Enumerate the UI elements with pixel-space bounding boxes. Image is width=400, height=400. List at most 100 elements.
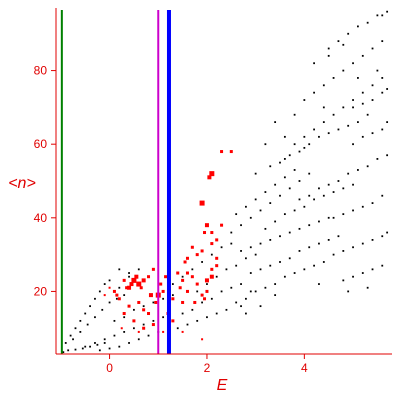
black-point: [342, 106, 345, 109]
black-point: [108, 301, 111, 304]
red-point: [162, 330, 165, 333]
black-point: [279, 235, 281, 238]
red-point: [125, 286, 129, 290]
black-point: [230, 231, 233, 234]
red-point: [204, 278, 209, 283]
black-point: [318, 187, 320, 190]
red-point: [220, 223, 224, 227]
black-point: [264, 286, 267, 289]
red-point: [137, 300, 141, 304]
black-point: [186, 323, 189, 326]
red-point: [136, 281, 142, 287]
black-point: [254, 253, 257, 256]
black-point: [201, 301, 203, 304]
red-point: [210, 242, 214, 246]
black-point: [366, 21, 369, 24]
red-point-series: [103, 150, 233, 341]
y-tick-label: 80: [34, 64, 48, 78]
red-point: [134, 274, 139, 279]
black-point: [371, 238, 374, 241]
black-point: [318, 283, 320, 285]
black-point: [128, 272, 130, 274]
red-point: [178, 286, 182, 290]
black-point: [381, 77, 384, 79]
axes: 0 2 4 20 40 60 80: [34, 8, 392, 375]
red-point: [201, 338, 204, 341]
red-point: [171, 319, 175, 323]
black-point: [318, 135, 320, 138]
black-point: [322, 194, 325, 197]
black-point: [249, 272, 252, 274]
black-point: [225, 268, 228, 271]
red-point: [181, 300, 185, 304]
black-point: [327, 183, 330, 186]
black-point: [210, 253, 213, 256]
red-point: [131, 277, 137, 283]
red-point: [176, 271, 180, 275]
black-point: [84, 345, 87, 348]
black-point: [371, 84, 374, 87]
red-point: [190, 245, 194, 249]
x-tick-label: 2: [204, 361, 211, 375]
black-point: [308, 246, 311, 249]
black-point: [361, 54, 364, 57]
black-point: [381, 40, 384, 43]
black-point: [381, 128, 384, 131]
red-point: [154, 300, 158, 304]
red-point: [115, 293, 119, 297]
black-point: [298, 198, 301, 201]
black-point: [283, 213, 286, 216]
black-point: [230, 242, 233, 245]
black-point: [293, 169, 296, 171]
black-point: [142, 323, 145, 326]
black-point: [118, 345, 121, 348]
black-point: [181, 275, 184, 278]
black-point: [332, 113, 335, 116]
red-point: [209, 274, 214, 279]
red-point: [215, 256, 219, 260]
red-point: [151, 323, 155, 327]
black-point: [240, 250, 242, 252]
black-point: [303, 99, 306, 101]
red-point: [183, 260, 187, 264]
y-tick-label: 40: [34, 211, 48, 225]
red-point: [204, 223, 209, 228]
red-point: [195, 253, 199, 257]
black-point: [152, 301, 155, 304]
red-point: [148, 293, 153, 298]
black-point: [386, 121, 389, 124]
red-point: [215, 238, 219, 242]
black-point: [201, 261, 203, 263]
black-point: [220, 290, 223, 293]
black-point: [288, 257, 291, 260]
black-point: [327, 54, 330, 57]
black-point: [327, 47, 330, 50]
red-point: [181, 278, 185, 282]
black-point: [264, 191, 267, 193]
black-point: [245, 257, 247, 260]
black-point: [137, 268, 140, 271]
black-point: [108, 347, 111, 350]
red-point: [151, 267, 155, 271]
black-point: [279, 261, 281, 263]
black-point: [94, 316, 96, 319]
red-point: [210, 231, 214, 235]
black-point: [196, 319, 199, 322]
black-point: [269, 238, 272, 241]
black-point: [74, 348, 77, 351]
black-point: [123, 294, 126, 297]
black-point: [342, 250, 345, 252]
black-point: [366, 286, 369, 289]
black-point: [283, 176, 286, 179]
black-point: [337, 235, 340, 238]
black-point: [288, 187, 291, 190]
black-point: [171, 283, 174, 285]
black-point: [152, 319, 155, 322]
black-point: [322, 84, 325, 87]
red-point: [171, 297, 175, 301]
black-point: [191, 268, 194, 271]
black-point: [264, 143, 267, 146]
black-point: [133, 327, 135, 330]
black-point: [235, 264, 238, 267]
black-point: [62, 351, 65, 354]
